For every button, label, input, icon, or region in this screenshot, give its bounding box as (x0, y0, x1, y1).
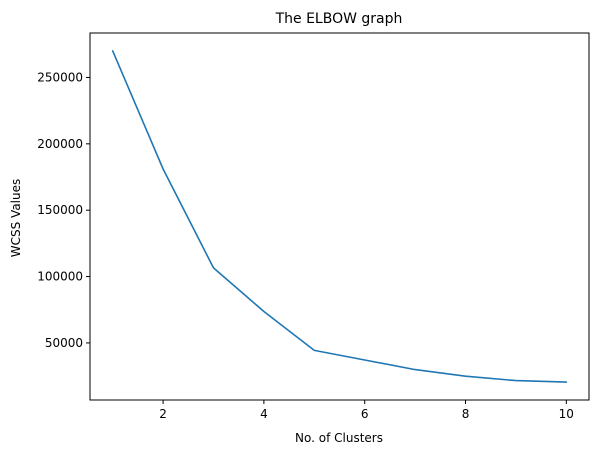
y-tick-label: 100000 (37, 270, 83, 284)
x-tick-label: 4 (260, 407, 268, 421)
plot-area: 2 4 6 8 10 50000 100000 150000 200000 250000 (37, 32, 590, 421)
axes-frame (89, 32, 590, 401)
y-tick-label: 50000 (45, 336, 83, 350)
y-tick-label: 200000 (37, 137, 83, 151)
y-axis-label: WCSS Values (9, 179, 23, 258)
x-tick-label: 2 (159, 407, 167, 421)
x-tick-label: 10 (559, 407, 574, 421)
x-axis-label: No. of Clusters (295, 431, 383, 445)
y-tick-label: 150000 (37, 203, 83, 217)
x-tick-label: 6 (361, 407, 369, 421)
chart-title: The ELBOW graph (275, 11, 403, 27)
series-line (111, 50, 568, 383)
y-tick-label: 250000 (37, 70, 83, 84)
x-tick-label: 8 (462, 407, 470, 421)
